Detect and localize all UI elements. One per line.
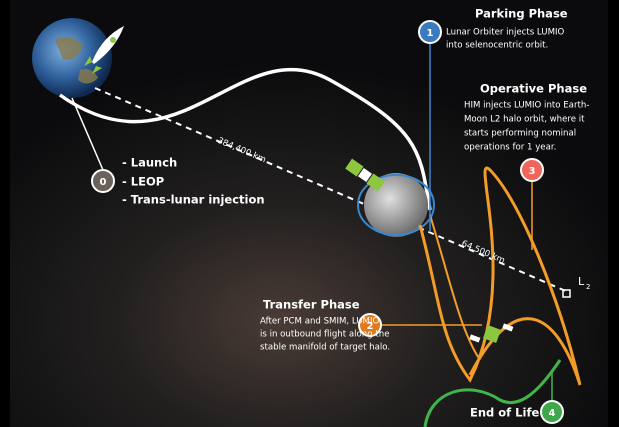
rocket-icon <box>84 26 124 74</box>
phase-description: starts performing nominal <box>464 129 576 139</box>
badge-number: 2 <box>367 321 374 332</box>
badge <box>520 158 544 182</box>
launch-item: - Launch <box>122 156 177 170</box>
l2-subscript: 2 <box>586 283 590 291</box>
launch-item: - LEOP <box>122 175 164 189</box>
launch-item: - Trans-lunar injection <box>122 193 265 207</box>
phase-description: is in outbound flight along the <box>260 330 389 340</box>
earth-l2-line <box>94 87 569 293</box>
phase-description: operations for 1 year. <box>464 143 556 153</box>
phase-title: End of Life <box>470 406 539 420</box>
phase-description: Moon L2 halo orbit, where it <box>464 115 585 125</box>
moon <box>364 173 428 237</box>
badge <box>418 20 442 44</box>
phase-title: Parking Phase <box>475 7 568 21</box>
phase-description: After PCM and SMIM, LUMIO <box>260 317 379 327</box>
badge-number: 4 <box>549 408 556 419</box>
badge <box>540 400 564 424</box>
badge-number: 0 <box>100 177 107 188</box>
lunar-orbit <box>357 174 435 236</box>
phase-title: Operative Phase <box>480 82 587 96</box>
badge-number: 3 <box>529 166 536 177</box>
end-of-life-trajectory <box>423 359 562 427</box>
transfer-trajectory <box>429 214 481 361</box>
lumio-icon <box>469 323 514 343</box>
transfer-arc <box>58 67 432 211</box>
phase-description: into selenocentric orbit. <box>446 41 548 51</box>
badge <box>358 313 382 337</box>
l2-label: L <box>578 275 585 288</box>
phase-description: HIM injects LUMIO into Earth- <box>464 101 589 111</box>
phase-description: Lunar Orbiter injects LUMIO <box>446 28 565 38</box>
connector <box>71 97 104 171</box>
badge-number: 1 <box>427 28 434 39</box>
phase-description: stable manifold of target halo. <box>260 343 390 353</box>
phase-title: Transfer Phase <box>263 298 360 312</box>
earth-land <box>55 36 98 84</box>
l2-point <box>562 289 571 298</box>
operative-trajectory <box>418 166 582 386</box>
orbiter-icon <box>345 158 385 192</box>
badge <box>91 169 115 193</box>
